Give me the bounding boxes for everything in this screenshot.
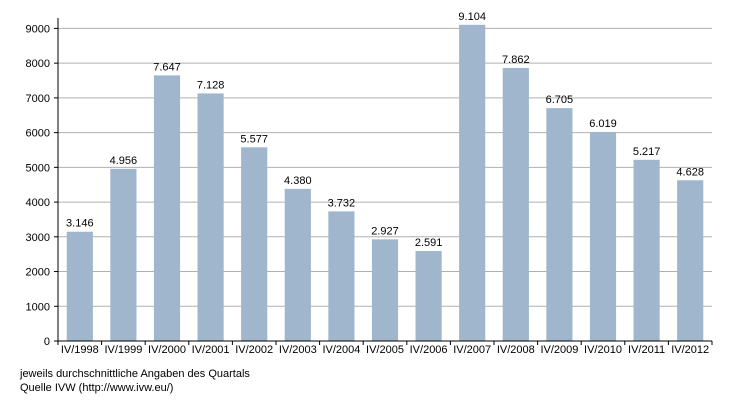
x-tick-label: IV/2006 [410,344,448,356]
x-tick-label: IV/2010 [584,344,622,356]
data-label: 7.647 [153,61,181,73]
bar [284,188,311,341]
y-tick-label: 9000 [26,23,50,35]
y-tick-label: 7000 [26,93,50,105]
data-label: 2.927 [371,225,399,237]
data-label: 4.628 [676,166,704,178]
bar [371,239,399,341]
bar [66,231,93,341]
data-label: 6.705 [546,94,574,106]
bar [241,147,268,341]
data-label: 3.732 [328,197,356,209]
data-label: 5.577 [240,133,268,145]
x-tick-label: IV/2000 [148,344,186,356]
x-tick-label: IV/2002 [235,344,273,356]
y-tick-label: 8000 [26,58,50,70]
x-tick-label: IV/2001 [192,344,230,356]
note-average: jeweils durchschnittliche Angaben des Qu… [20,368,250,380]
data-label: 5.217 [633,146,661,158]
y-tick-label: 4000 [26,197,50,209]
y-tick-label: 6000 [26,128,50,140]
x-tick-label: IV/1998 [61,344,99,356]
y-tick-label: 5000 [26,162,50,174]
data-label: 2.591 [415,237,443,249]
x-tick-label: IV/1999 [104,344,142,356]
bar [153,75,181,341]
data-label: 7.128 [197,79,225,91]
bars [66,24,704,342]
bar [502,67,529,341]
x-tick-label: IV/2012 [671,344,709,356]
axes [54,18,713,345]
data-label: 4.956 [110,155,138,167]
data-label: 9.104 [458,11,486,23]
data-label: 3.146 [66,218,94,230]
x-tick-label: IV/2003 [279,344,317,356]
x-tick-label: IV/2005 [366,344,404,356]
bar [110,168,137,341]
x-tick-label: IV/2011 [628,344,665,356]
x-tick-labels: IV/1998 IV/1999 IV/2000 IV/2001 IV/2002 IV/20… [61,344,709,356]
y-tick-label: 2000 [26,267,50,279]
bar [415,251,442,341]
y-tick-label: 0 [44,336,50,348]
y-tick-label: 3000 [26,232,50,244]
bar [589,131,617,341]
bar [459,24,486,341]
x-tick-label: IV/2007 [453,344,491,356]
x-tick-label: IV/2009 [540,344,578,356]
data-label: 6.019 [589,118,617,130]
bar [197,93,224,341]
y-tick-labels: 0 1000 2000 3000 4000 5000 6000 7000 8000 9000 [26,23,50,348]
y-tick-label: 1000 [26,301,50,313]
data-label: 7.862 [502,54,530,66]
note-source: Quelle IVW (http://www.ivw.eu/) [20,382,174,394]
bar [546,108,573,342]
data-labels: 3.146 4.956 7.647 7.128 5.577 4.380 3.732 2.927… [66,11,704,249]
bar [633,159,660,341]
x-tick-label: IV/2004 [322,344,360,356]
x-tick-label: IV/2008 [497,344,535,356]
bar [677,180,704,341]
data-label: 4.380 [284,175,312,187]
bar [328,211,355,341]
